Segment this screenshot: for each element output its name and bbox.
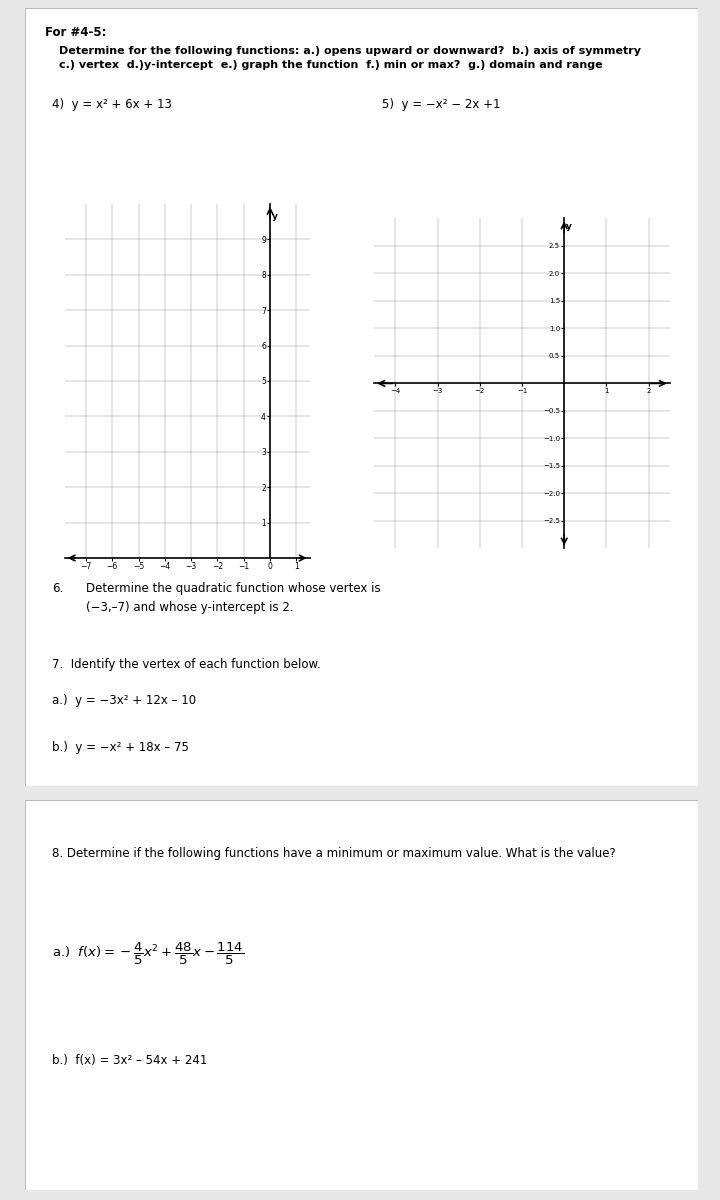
Text: Determine for the following functions: a.) opens upward or downward?  b.) axis o: Determine for the following functions: a…: [59, 46, 641, 70]
Text: a.)  y = −3x² + 12x – 10: a.) y = −3x² + 12x – 10: [52, 695, 197, 707]
Text: For #4-5:: For #4-5:: [45, 25, 107, 38]
Text: b.)  y = −x² + 18x – 75: b.) y = −x² + 18x – 75: [52, 740, 189, 754]
Text: 6.: 6.: [52, 582, 63, 595]
Text: 8. Determine if the following functions have a minimum or maximum value. What is: 8. Determine if the following functions …: [52, 847, 616, 860]
Text: 5)  y = −x² − 2x +1: 5) y = −x² − 2x +1: [382, 98, 500, 110]
Text: b.)  f(x) = 3x² – 54x + 241: b.) f(x) = 3x² – 54x + 241: [52, 1054, 207, 1067]
FancyBboxPatch shape: [25, 800, 698, 1190]
Text: 4)  y = x² + 6x + 13: 4) y = x² + 6x + 13: [52, 98, 172, 110]
Text: y: y: [567, 222, 572, 232]
Text: y: y: [272, 212, 278, 221]
Text: Determine the quadratic function whose vertex is
(−3,–7) and whose y-intercept i: Determine the quadratic function whose v…: [86, 582, 380, 614]
FancyBboxPatch shape: [25, 8, 698, 786]
Text: a.)  $f(x) = -\dfrac{4}{5}x^2 + \dfrac{48}{5}x - \dfrac{114}{5}$: a.) $f(x) = -\dfrac{4}{5}x^2 + \dfrac{48…: [52, 941, 244, 967]
Text: 7.  Identify the vertex of each function below.: 7. Identify the vertex of each function …: [52, 658, 321, 671]
